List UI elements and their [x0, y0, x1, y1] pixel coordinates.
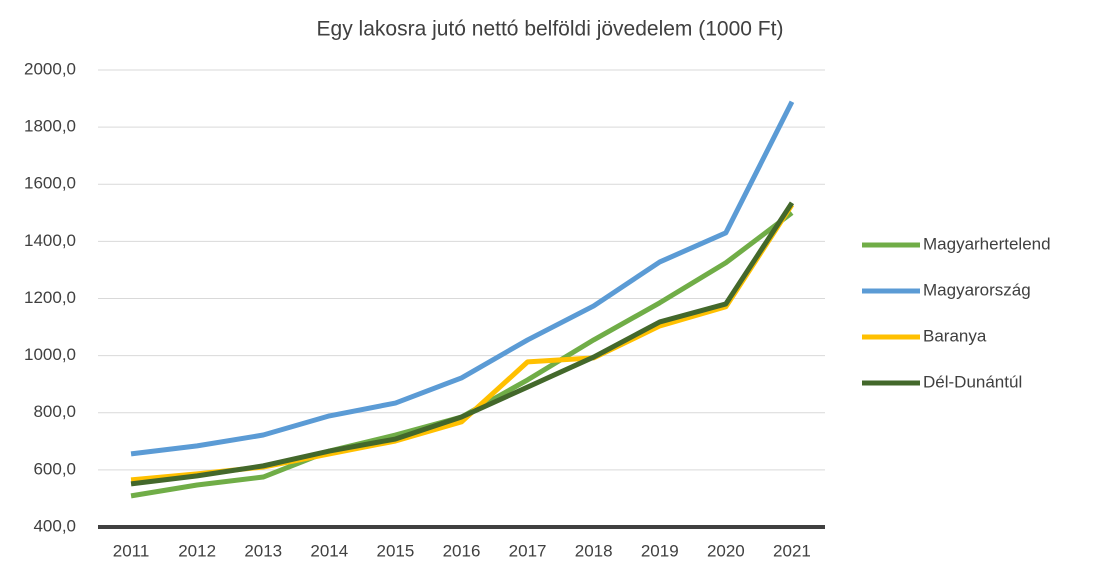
x-tick-label: 2017 — [509, 541, 547, 560]
y-tick-label: 1800,0 — [24, 117, 76, 136]
x-tick-label: 2020 — [707, 541, 745, 560]
y-tick-label: 1400,0 — [24, 231, 76, 250]
x-tick-label: 2018 — [575, 541, 613, 560]
series-line — [130, 100, 795, 457]
series-line — [130, 210, 794, 499]
y-tick-label: 600,0 — [33, 459, 76, 478]
y-tick-label: 1600,0 — [24, 174, 76, 193]
x-tick-label: 2013 — [244, 541, 282, 560]
x-tick-label: 2021 — [773, 541, 811, 560]
legend-label: Dél-Dunántúl — [923, 372, 1022, 391]
y-tick-label: 1000,0 — [24, 345, 76, 364]
legend-label: Magyarország — [923, 280, 1031, 299]
series-line — [130, 201, 795, 487]
legend-label: Magyarhertelend — [923, 234, 1051, 253]
y-tick-label: 800,0 — [33, 402, 76, 421]
y-tick-label: 1200,0 — [24, 288, 76, 307]
x-tick-label: 2014 — [310, 541, 348, 560]
y-tick-label: 400,0 — [33, 516, 76, 535]
chart-title: Egy lakosra jutó nettó belföldi jövedele… — [317, 18, 784, 41]
legend-label: Baranya — [923, 326, 987, 345]
x-tick-label: 2015 — [376, 541, 414, 560]
x-tick-label: 2019 — [641, 541, 679, 560]
x-tick-label: 2016 — [443, 541, 481, 560]
x-tick-label: 2012 — [178, 541, 216, 560]
y-tick-label: 2000,0 — [24, 59, 76, 78]
x-tick-label: 2011 — [113, 541, 150, 560]
